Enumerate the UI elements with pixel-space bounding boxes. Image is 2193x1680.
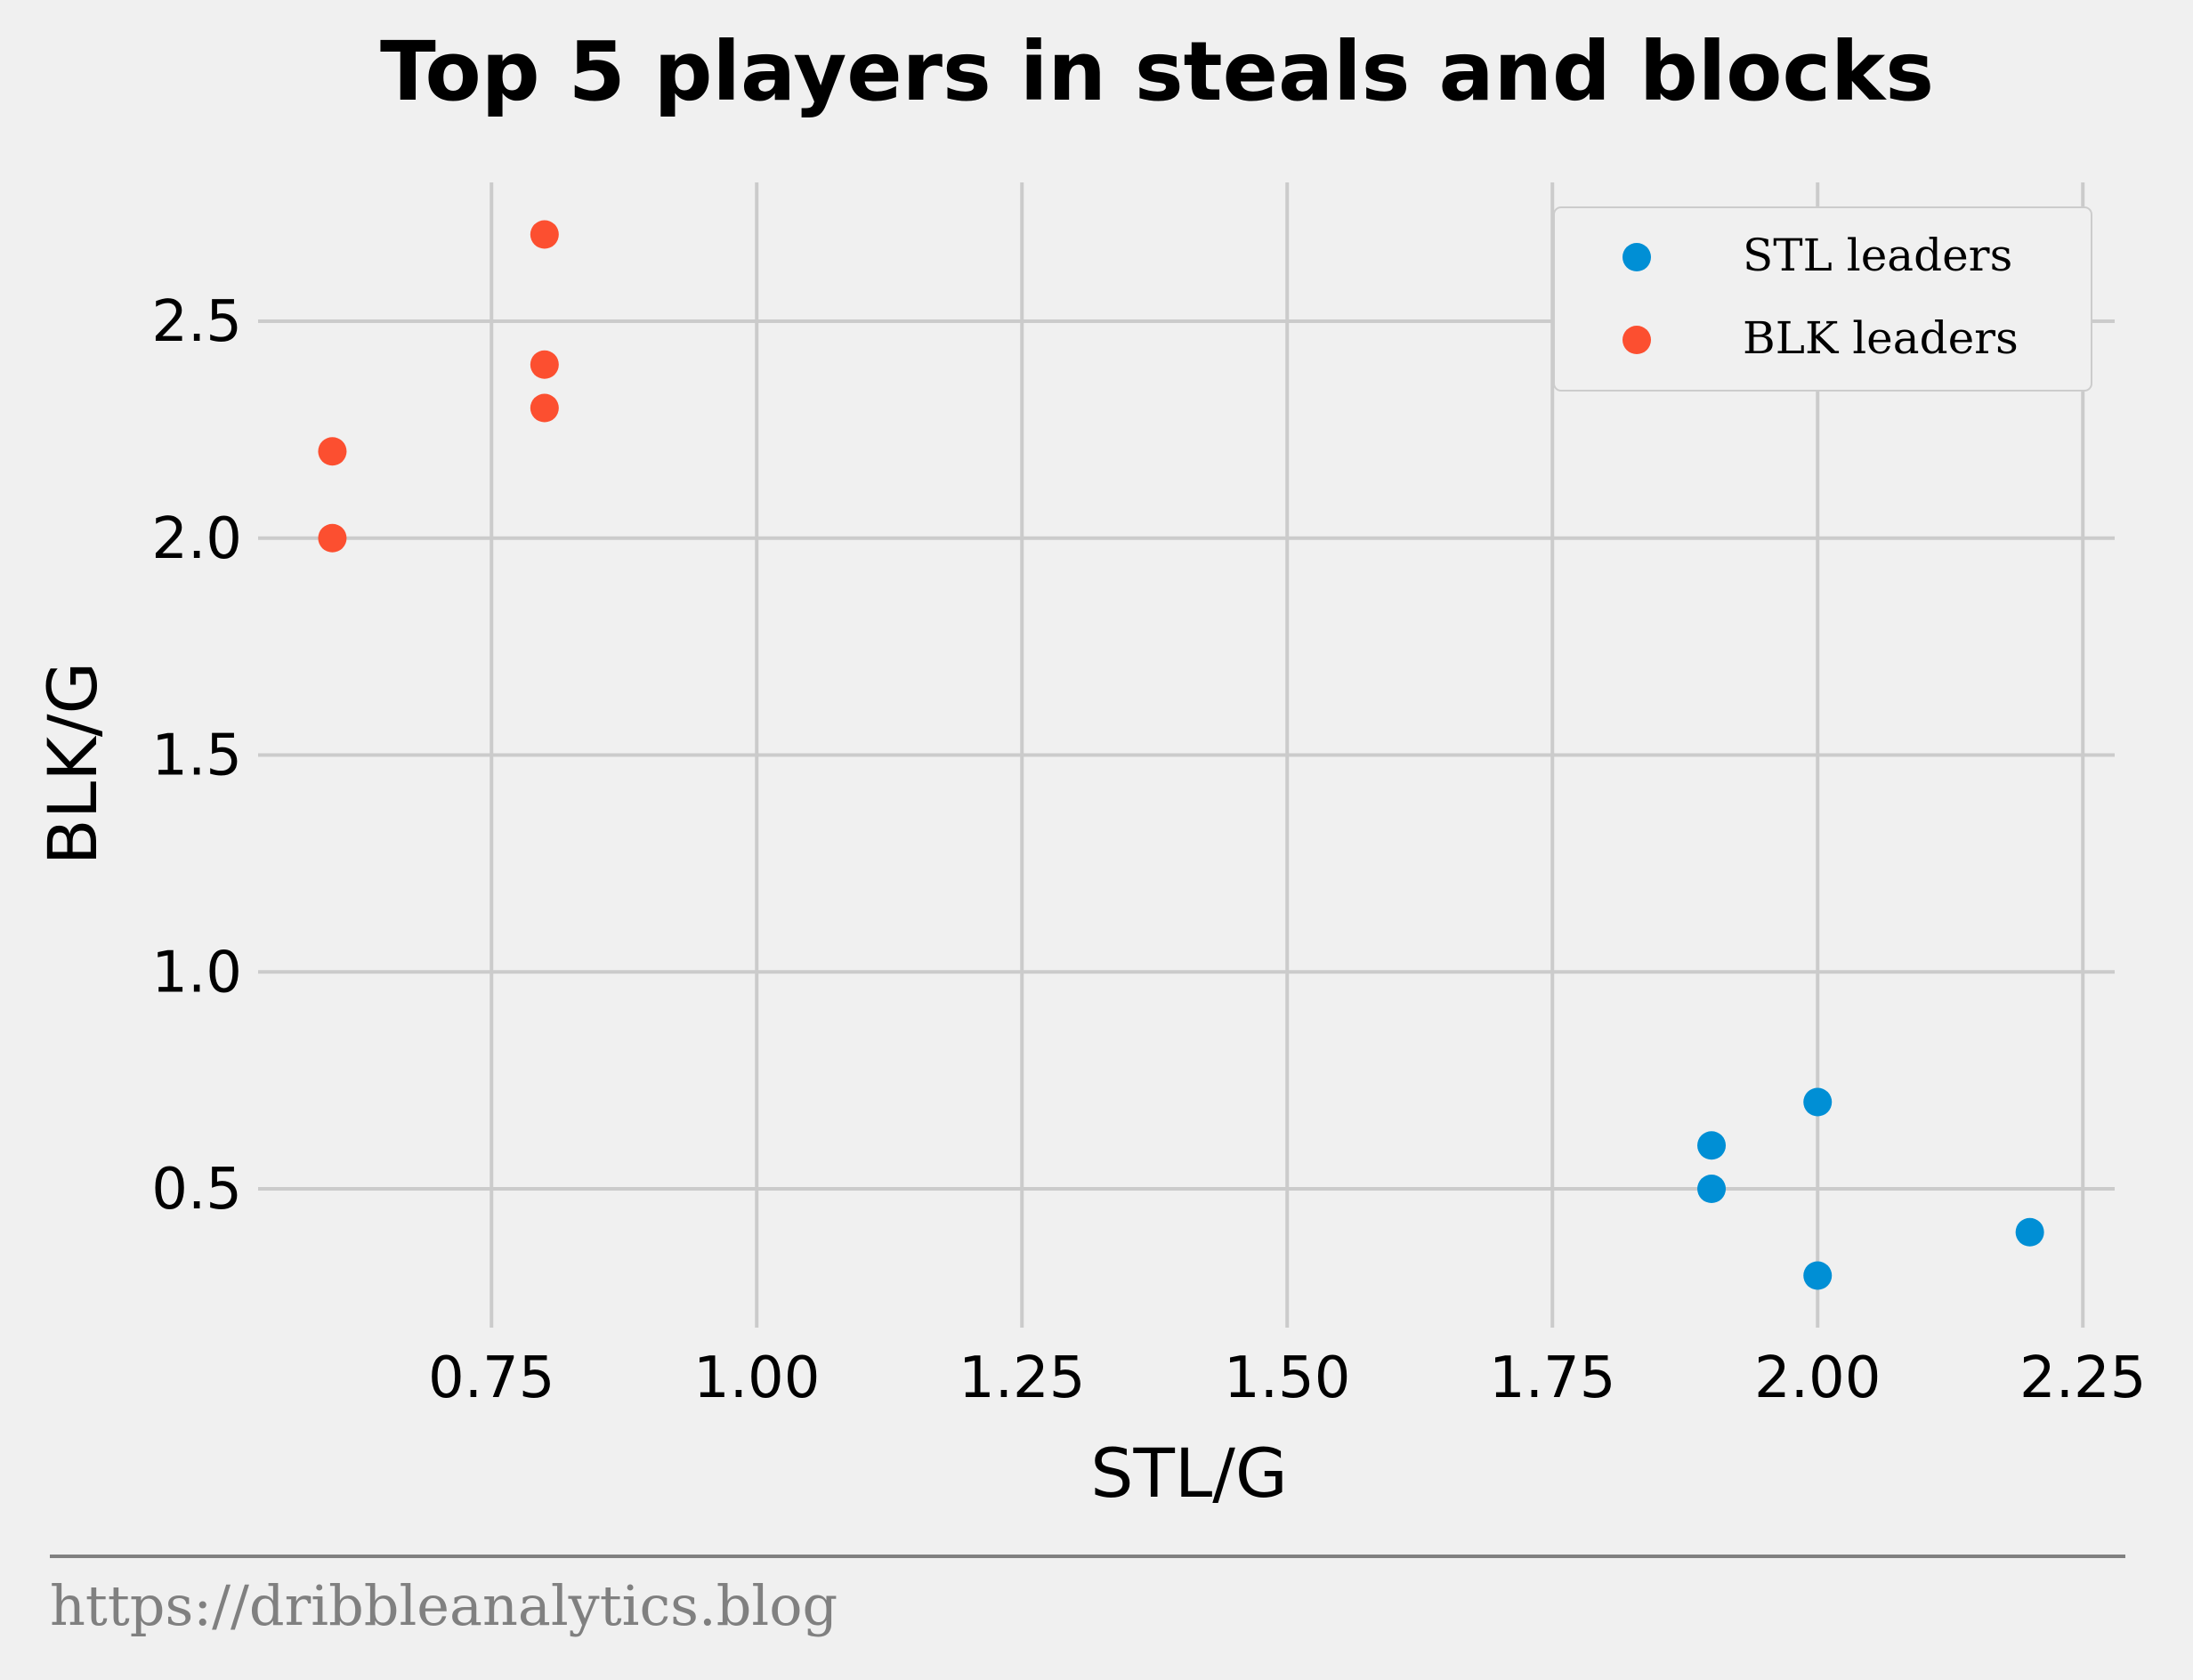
x-tick-label: 0.75	[428, 1345, 555, 1411]
y-tick-labels: 0.5 1.0 1.5 2.0 2.5	[151, 289, 242, 1223]
x-tick-label: 2.00	[1754, 1345, 1881, 1411]
y-axis-label: BLK/G	[33, 662, 112, 866]
point-blk-leaders	[318, 523, 347, 553]
y-tick-label: 0.5	[151, 1157, 242, 1223]
legend-marker-stl-leaders	[1622, 243, 1651, 271]
footer-url: https://dribbleanalytics.blog	[50, 1573, 838, 1638]
point-blk-leaders	[318, 437, 347, 466]
data-points	[318, 220, 2044, 1290]
point-stl-leaders	[1697, 1175, 1727, 1203]
x-axis-label: STL/G	[1090, 1434, 1288, 1513]
x-tick-label: 1.00	[693, 1345, 821, 1411]
x-tick-labels: 0.75 1.00 1.25 1.50 1.75 2.00 2.25	[428, 1345, 2147, 1411]
x-tick-label: 1.75	[1489, 1345, 1616, 1411]
y-tick-label: 1.5	[151, 723, 242, 789]
point-blk-leaders	[530, 393, 559, 423]
x-tick-label: 1.50	[1224, 1345, 1351, 1411]
point-blk-leaders	[530, 220, 559, 249]
legend: STL leaders BLK leaders	[1553, 206, 2092, 392]
point-stl-leaders	[1803, 1087, 1833, 1117]
legend-box	[1553, 206, 2092, 392]
x-tick-label: 2.25	[2019, 1345, 2147, 1411]
y-tick-label: 2.0	[151, 506, 242, 572]
chart-title: Top 5 players in steals and blocks	[380, 24, 1934, 119]
point-stl-leaders	[1697, 1131, 1727, 1160]
point-stl-leaders	[1803, 1261, 1833, 1290]
y-tick-label: 2.5	[151, 289, 242, 355]
legend-label-stl-leaders: STL leaders	[1743, 230, 2012, 281]
y-tick-label: 1.0	[151, 940, 242, 1006]
point-blk-leaders	[530, 350, 559, 379]
legend-marker-blk-leaders	[1622, 326, 1651, 354]
point-stl-leaders	[2015, 1217, 2044, 1247]
x-tick-label: 1.25	[959, 1345, 1086, 1411]
legend-label-blk-leaders: BLK leaders	[1743, 312, 2019, 364]
